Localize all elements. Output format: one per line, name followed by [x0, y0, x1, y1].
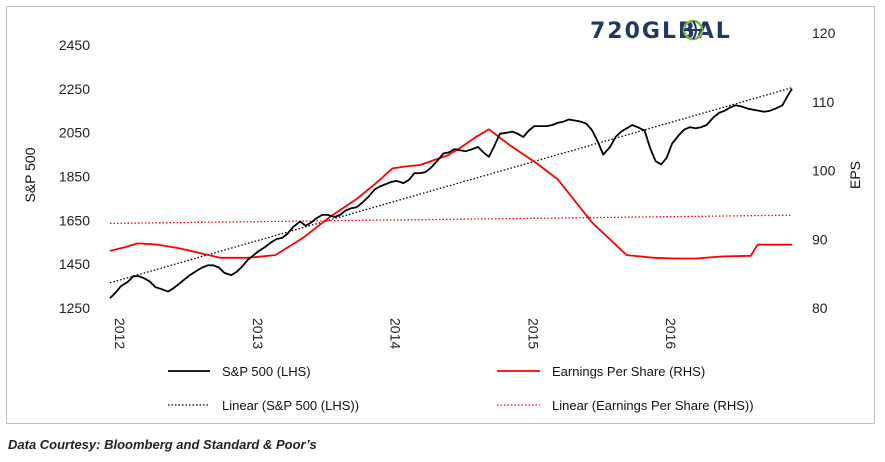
y-tick-left-label: 1850: [59, 169, 90, 185]
series-line: [109, 88, 793, 299]
legend-label: S&P 500 (LHS): [222, 364, 311, 379]
y-tick-left-label: 1650: [59, 212, 90, 228]
x-tick-label: 2013: [250, 318, 266, 349]
y-tick-right-label: 90: [812, 231, 828, 247]
legend-label: Linear (Earnings Per Share (RHS)): [552, 398, 754, 413]
y-ticks-left: 1250 1450 1650 1850 2050 2250 2450: [59, 37, 90, 316]
y-tick-left-label: 2050: [59, 125, 90, 141]
y-axis-title-right: EPS: [847, 161, 863, 189]
legend-label: Linear (S&P 500 (LHS)): [222, 398, 359, 413]
series-line: [109, 214, 793, 225]
legend: S&P 500 (LHS) Earnings Per Share (RHS) Lin…: [168, 364, 754, 413]
y-tick-right-label: 80: [812, 300, 828, 316]
y-ticks-right: 80 90 100 110 120: [812, 25, 836, 316]
y-tick-right-label: 110: [812, 94, 835, 110]
legend-label: Earnings Per Share (RHS): [552, 364, 705, 379]
series-layer: [109, 87, 793, 299]
x-tick-label: 2012: [112, 318, 128, 349]
series-line: [109, 128, 792, 260]
x-tick-label: 2015: [525, 318, 541, 349]
x-ticks: 2012 2013 2014 2015 2016: [112, 318, 679, 349]
x-tick-label: 2016: [663, 318, 679, 349]
y-tick-right-label: 120: [812, 25, 836, 41]
chart-svg: 720GLBAL S&P 500 EPS 1250 1450 1650 1850 205…: [22, 19, 863, 413]
y-tick-left-label: 2250: [59, 81, 90, 97]
y-tick-left-label: 2450: [59, 37, 90, 53]
y-tick-left-label: 1450: [59, 256, 90, 272]
logo-text-a: 720GL: [590, 19, 678, 44]
chart-frame: [6, 6, 875, 424]
logo: 720GLBAL: [590, 19, 732, 44]
series-line: [109, 87, 793, 284]
globe-icon: [682, 19, 704, 41]
x-tick-label: 2014: [388, 318, 404, 349]
y-axis-title-left: S&P 500: [22, 147, 38, 202]
y-tick-left-label: 1250: [59, 300, 90, 316]
source-note: Data Courtesy: Bloomberg and Standard & …: [8, 437, 317, 452]
y-tick-right-label: 100: [812, 163, 836, 179]
